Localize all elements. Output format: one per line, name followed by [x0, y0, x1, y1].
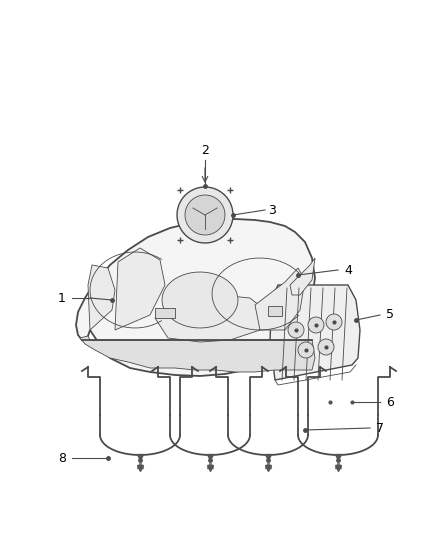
- Text: 1: 1: [58, 292, 66, 304]
- Circle shape: [308, 317, 324, 333]
- Polygon shape: [255, 268, 305, 330]
- Circle shape: [318, 339, 334, 355]
- Polygon shape: [155, 308, 175, 318]
- Circle shape: [288, 322, 304, 338]
- Polygon shape: [155, 295, 265, 342]
- Polygon shape: [270, 285, 360, 380]
- Text: 6: 6: [386, 395, 394, 408]
- Polygon shape: [268, 306, 282, 316]
- Text: 5: 5: [386, 309, 394, 321]
- Polygon shape: [162, 272, 238, 328]
- Text: 8: 8: [58, 451, 66, 464]
- Polygon shape: [76, 219, 315, 376]
- Polygon shape: [290, 258, 315, 295]
- Text: 7: 7: [376, 422, 384, 434]
- Text: 2: 2: [201, 143, 209, 157]
- Circle shape: [326, 314, 342, 330]
- Text: 3: 3: [268, 204, 276, 216]
- Polygon shape: [185, 195, 225, 235]
- Polygon shape: [177, 187, 233, 243]
- Polygon shape: [115, 248, 165, 330]
- Circle shape: [298, 342, 314, 358]
- Polygon shape: [80, 336, 315, 372]
- Polygon shape: [88, 265, 115, 330]
- Text: 4: 4: [344, 263, 352, 277]
